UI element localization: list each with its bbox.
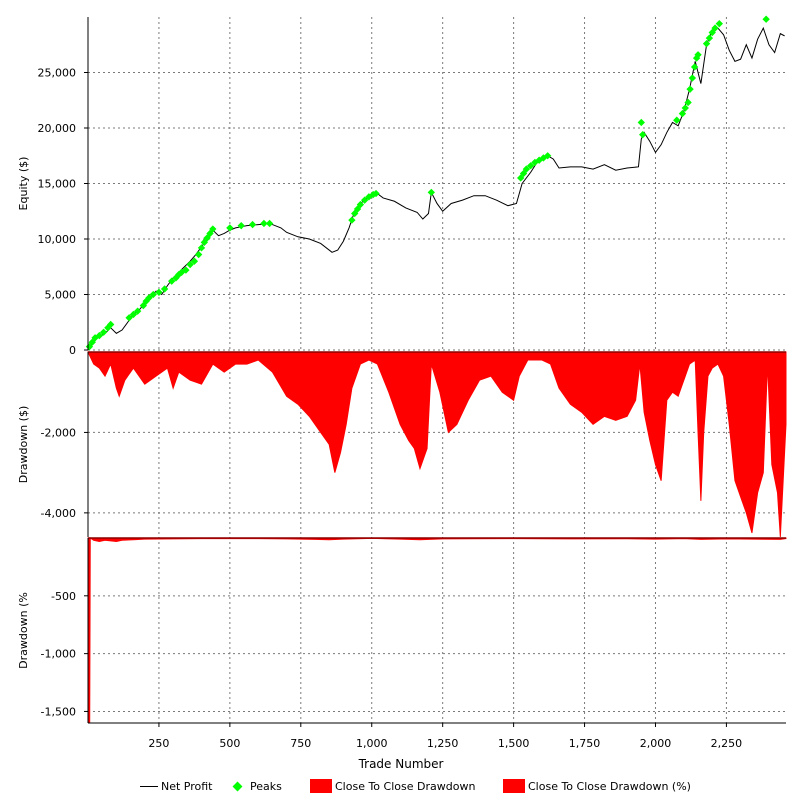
peak-marker [155, 288, 163, 296]
peak-marker [702, 39, 711, 48]
peak-marker [160, 285, 169, 293]
peak-marker [686, 85, 694, 93]
x-tick-label: 250 [148, 737, 169, 750]
peak-marker [526, 162, 535, 170]
peak-marker [186, 260, 194, 269]
peak-marker [639, 130, 647, 139]
y-tick-label: -4,000 [41, 507, 76, 520]
peak-marker [168, 277, 176, 285]
diamond-marker-icon [232, 781, 243, 791]
peak-marker [427, 188, 436, 197]
peak-marker [715, 19, 723, 28]
peak-marker [129, 310, 138, 319]
y-tick-label: 5,000 [45, 289, 77, 302]
x-tick-label: 1,000 [356, 737, 388, 750]
legend-item-close-to-close-drawdown: Close To Close Drawdown [310, 778, 475, 794]
peak-marker [95, 331, 104, 340]
legend-item-close-to-close-drawdown-pct: Close To Close Drawdown (%) [503, 778, 691, 794]
x-tick-label: 1,500 [498, 737, 530, 750]
net-profit-line [87, 26, 785, 351]
x-tick-label: 500 [219, 737, 240, 750]
peak-marker [149, 290, 157, 299]
y-tick-label: -1,000 [41, 648, 76, 661]
peak-marker [197, 244, 206, 252]
y-axis-title: Drawdown ($) [17, 406, 30, 484]
drawdown-area [87, 537, 787, 724]
red-box-icon [503, 779, 525, 793]
x-tick-label: 750 [290, 737, 311, 750]
y-tick-label: -2,000 [41, 426, 76, 439]
x-axis-title: Trade Number [358, 757, 444, 771]
peak-marker [762, 15, 770, 23]
y-tick-label: -1,500 [41, 705, 76, 718]
peak-marker [237, 222, 245, 230]
peak-marker [125, 314, 133, 322]
peak-marker [372, 189, 380, 198]
y-axis-title: Drawdown (% [17, 592, 30, 669]
legend-label: Close To Close Drawdown [335, 779, 476, 793]
y-tick-label: 0 [69, 344, 76, 357]
line-swatch-icon [140, 785, 158, 787]
peak-marker [133, 307, 142, 315]
y-tick-label: -500 [51, 590, 76, 603]
peak-marker [265, 219, 274, 228]
peak-marker [248, 220, 257, 229]
peak-marker [226, 224, 234, 232]
peak-marker [705, 34, 714, 42]
peak-marker [543, 152, 552, 160]
x-tick-label: 2,000 [640, 737, 672, 750]
legend-label: Close To Close Drawdown (%) [528, 779, 691, 793]
peak-marker [107, 320, 115, 329]
peak-marker [190, 257, 199, 265]
x-tick-label: 2,250 [711, 737, 743, 750]
legend-label: Net Profit [161, 779, 213, 793]
peak-marker [260, 219, 268, 228]
peak-marker [145, 294, 153, 302]
y-axis-title: Equity ($) [17, 157, 30, 211]
peak-marker [522, 165, 531, 173]
label-layer: 250 500 750 1,000 1,250 1,500 1,750 2,000 2,250 0… [17, 67, 742, 751]
y-tick-label: 10,000 [38, 233, 77, 246]
axis-layer [84, 17, 786, 727]
y-tick-label: 20,000 [38, 122, 77, 135]
series-layer [85, 15, 787, 724]
x-tick-label: 1,250 [427, 737, 459, 750]
peak-marker [194, 250, 203, 259]
peak-marker [711, 24, 719, 32]
legend-item-peaks: Peaks [228, 778, 282, 794]
peak-marker [348, 216, 356, 224]
x-tick-label: 1,750 [569, 737, 601, 750]
peak-marker [637, 118, 645, 127]
legend: Net Profit Peaks Close To Close Drawdown… [0, 776, 802, 796]
peak-marker [688, 74, 697, 82]
drawdown-area [87, 351, 787, 538]
red-box-icon [310, 779, 332, 793]
legend-label: Peaks [250, 779, 282, 793]
legend-item-net-profit: Net Profit [140, 778, 213, 794]
y-tick-label: 15,000 [38, 178, 77, 191]
y-tick-label: 25,000 [38, 67, 77, 80]
